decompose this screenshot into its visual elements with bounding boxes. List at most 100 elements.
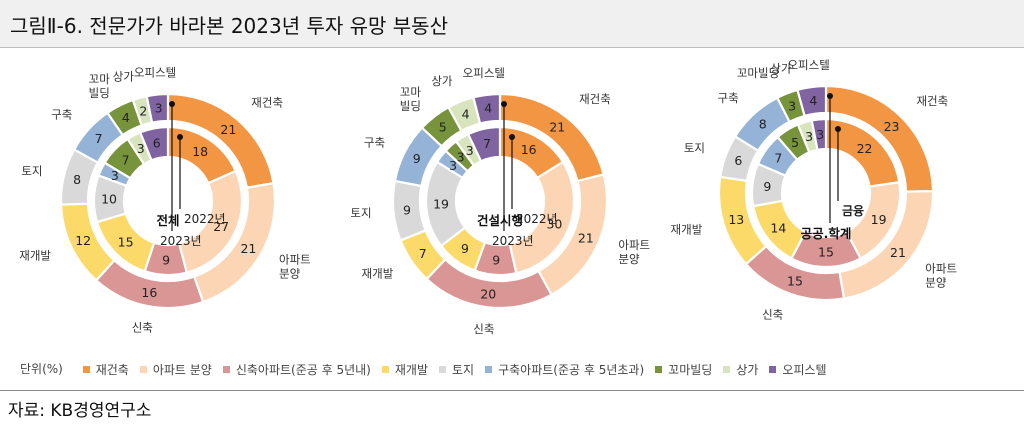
inner-ring-segment [138, 125, 170, 162]
legend-swatch [438, 366, 446, 373]
category-label: 아파트 분양 [925, 261, 957, 289]
outer-ring-value-label: 4 [462, 107, 470, 122]
legend-items: 재건축 아파트 분양 신축아파트(준공 후 5년내) 재개발 토지 구축아파트(준공 후 … [82, 361, 838, 378]
center-label: 공공.학계 [801, 226, 852, 241]
category-label: 꼬마빌딩 [737, 66, 779, 80]
inner-ring-value-label: 15 [118, 235, 134, 250]
outer-ring-value-label: 4 [484, 101, 492, 116]
inner-ring-value-label: 3 [466, 143, 474, 158]
center-label: 전체 [156, 213, 179, 228]
inner-ring-value-label: 22 [857, 141, 873, 156]
outer-ring-label: 2023년 [160, 234, 202, 248]
outer-ring-value-label: 21 [549, 120, 565, 135]
inner-ring-label: 2022년 [184, 212, 226, 226]
inner-ring-value-label: 19 [433, 196, 449, 211]
outer-ring-segment [472, 92, 502, 125]
inner-ring-value-label: 7 [774, 151, 782, 166]
ring-pointer-dot [169, 101, 175, 107]
inner-ring-value-label: 14 [770, 220, 786, 235]
outer-ring-value-label: 9 [403, 202, 411, 217]
inner-ring-value-label: 5 [791, 135, 799, 150]
legend-label: 꼬마빌딩 [668, 363, 713, 377]
category-label: 오피스텔 [134, 66, 176, 80]
inner-ring-value-label: 9 [162, 252, 170, 267]
outer-ring-value-label: 20 [480, 286, 496, 301]
ring-pointer-dot [509, 134, 515, 140]
legend-swatch [485, 366, 493, 373]
legend-swatch [381, 366, 389, 373]
inner-ring-label: 금융 [842, 203, 864, 218]
category-label: 재개발 [671, 223, 703, 237]
legend-item: 재건축 [82, 361, 129, 378]
outer-ring-value-label: 12 [75, 233, 91, 248]
legend-label: 아파트 분양 [152, 363, 212, 377]
legend-label: 신축아파트(준공 후 5년내) [235, 363, 371, 377]
legend-swatch [769, 366, 777, 373]
category-label: 신축 [762, 308, 783, 322]
category-label: 상가 [113, 70, 135, 84]
inner-ring-value-label: 3 [449, 158, 457, 173]
inner-ring-value-label: 3 [805, 129, 813, 144]
category-label: 아파트 분양 [618, 238, 650, 266]
outer-ring-value-label: 23 [884, 119, 900, 134]
outer-ring-value-label: 9 [413, 151, 421, 166]
inner-ring-value-label: 15 [818, 245, 834, 260]
inner-ring-value-label: 3 [111, 168, 119, 183]
title-bar: 그림Ⅱ-6. 전문가가 바라본 2023년 투자 유망 부동산 [0, 0, 1024, 48]
unit-label: 단위(%) [20, 362, 63, 376]
inner-ring-value-label: 10 [101, 192, 117, 207]
outer-ring-value-label: 8 [73, 172, 81, 187]
category-label: 재건축 [579, 92, 611, 106]
category-label: 오피스텔 [787, 58, 829, 72]
outer-ring-value-label: 15 [787, 274, 803, 289]
legend-label: 구축아파트(준공 후 5년초과) [498, 363, 645, 377]
legend-label: 재개발 [394, 363, 428, 377]
inner-ring-value-label: 3 [457, 150, 465, 165]
inner-ring-value-label: 7 [483, 136, 491, 151]
legend-swatch [655, 366, 663, 373]
category-label: 상가 [431, 74, 453, 88]
center-label: 건설시행 [477, 213, 523, 228]
legend-item: 아파트 분양 [139, 361, 212, 378]
outer-ring-value-label: 2 [139, 103, 147, 118]
inner-ring-value-label: 3 [816, 127, 824, 142]
outer-ring-value-label: 3 [788, 98, 796, 113]
legend-item: 재개발 [381, 361, 428, 378]
inner-ring-value-label: 3 [137, 141, 145, 156]
outer-ring-value-label: 3 [155, 100, 163, 115]
figure-title: 그림Ⅱ-6. 전문가가 바라본 2023년 투자 유망 부동산 [10, 14, 448, 38]
category-label: 재건축 [251, 95, 283, 109]
outer-ring-value-label: 4 [809, 93, 817, 108]
legend-item: 오피스텔 [769, 361, 827, 378]
outer-ring-value-label: 6 [734, 153, 742, 168]
ring-pointer-dot [827, 93, 833, 99]
inner-ring-segment [466, 125, 502, 163]
inner-ring-label: 2022년 [516, 212, 558, 226]
legend-item: 토지 [438, 361, 474, 378]
legend-swatch [139, 366, 147, 373]
category-label: 구축 [51, 107, 72, 121]
category-label: 재개발 [19, 248, 51, 262]
legend-item: 상가 [723, 361, 758, 378]
category-label: 토지 [684, 141, 705, 155]
ring-pointer-dot [177, 134, 183, 140]
outer-ring-value-label: 21 [578, 231, 594, 246]
outer-ring-value-label: 7 [95, 131, 103, 146]
outer-ring-value-label: 4 [122, 110, 130, 125]
inner-ring-value-label: 30 [546, 216, 562, 231]
category-label: 아파트 분양 [279, 253, 311, 281]
category-label: 오피스텔 [463, 66, 505, 80]
legend-swatch [222, 366, 230, 373]
outer-ring-segment [796, 84, 828, 118]
outer-ring-value-label: 5 [439, 120, 447, 135]
outer-ring-value-label: 13 [728, 212, 744, 227]
divider [0, 390, 1024, 391]
outer-ring-value-label: 21 [240, 241, 256, 256]
legend-label: 상가 [736, 363, 759, 377]
